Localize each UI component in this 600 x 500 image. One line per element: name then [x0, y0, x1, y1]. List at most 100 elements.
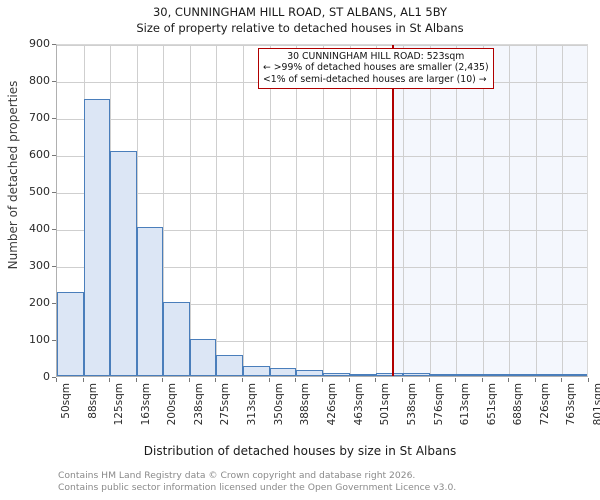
y-axis-tick-mark [52, 229, 56, 230]
x-axis-tick-label: 538sqm [405, 383, 418, 426]
x-axis-tick-label: 50sqm [60, 383, 72, 419]
histogram-bar [83, 98, 111, 376]
gridline-vertical [137, 45, 139, 376]
y-axis-title: Number of detached properties [6, 80, 20, 270]
y-axis-tick-label: 700 [29, 111, 50, 124]
histogram-bar [190, 339, 217, 376]
x-axis-tick-mark [401, 378, 403, 382]
y-axis-tick-mark [52, 377, 56, 378]
larger-properties-shaded-region [392, 45, 587, 376]
x-axis-tick-mark [136, 378, 138, 382]
x-axis-tick-mark [268, 378, 270, 382]
x-axis-tick-mark [295, 378, 297, 382]
histogram-bar [243, 366, 270, 376]
gridline-vertical [243, 45, 245, 376]
gridline-horizontal [57, 341, 587, 342]
x-axis-tick-mark [561, 378, 563, 382]
gridline-vertical [402, 45, 404, 376]
x-axis-title: Distribution of detached houses by size … [143, 444, 457, 458]
histogram-bar [57, 291, 84, 376]
gridline-vertical [216, 45, 218, 376]
x-axis-tick-label: 125sqm [113, 383, 126, 426]
y-axis-tick-mark [52, 44, 56, 45]
gridline-vertical [323, 45, 325, 376]
gridline-horizontal [57, 119, 587, 120]
x-axis-tick-mark [348, 378, 350, 382]
histogram-bar [535, 374, 563, 376]
histogram-bar [269, 367, 297, 376]
histogram-bar [376, 373, 403, 376]
histogram-bar [508, 374, 536, 376]
x-axis-tick-mark [242, 378, 244, 382]
gridline-vertical [482, 45, 484, 376]
gridline-vertical [376, 45, 378, 376]
annotation-line-2: ← >99% of detached houses are smaller (2… [263, 62, 489, 74]
y-axis-tick-label: 200 [29, 296, 50, 309]
gridline-vertical [508, 45, 510, 376]
footer-attribution: Contains HM Land Registry data © Crown c… [58, 470, 456, 493]
y-axis-tick-label: 500 [29, 185, 50, 198]
gridline-horizontal [57, 156, 587, 157]
footer-line-2: Contains public sector information licen… [58, 481, 457, 493]
x-axis-tick-mark [189, 378, 191, 382]
y-axis-tick-mark [52, 81, 56, 82]
y-axis-tick-label: 900 [29, 37, 50, 50]
x-axis-tick-mark [428, 378, 430, 382]
histogram-bar [216, 354, 244, 376]
y-axis-tick-label: 0 [43, 370, 50, 383]
x-axis-tick-mark [588, 378, 589, 382]
y-axis-tick-mark [52, 192, 56, 193]
gridline-vertical [190, 45, 192, 376]
x-axis-tick-mark [82, 378, 84, 382]
y-axis-tick-label: 600 [29, 148, 50, 161]
gridline-vertical [349, 45, 351, 376]
x-axis-tick-label: 501sqm [379, 383, 392, 426]
gridline-vertical [535, 45, 537, 376]
x-axis-tick-label: 200sqm [166, 383, 179, 426]
x-axis-tick-mark [534, 378, 536, 382]
page-title: 30, CUNNINGHAM HILL ROAD, ST ALBANS, AL1… [152, 5, 448, 19]
y-axis-tick-mark [52, 303, 56, 304]
x-axis-tick-label: 688sqm [511, 383, 524, 426]
gridline-horizontal [57, 45, 587, 46]
chart-title-block: 30, CUNNINGHAM HILL ROAD, ST ALBANS, AL1… [0, 4, 600, 36]
x-axis-tick-label: 275sqm [219, 383, 232, 426]
x-axis-tick-label: 238sqm [193, 383, 206, 426]
annotation-line-3: <1% of semi-detached houses are larger (… [263, 73, 487, 85]
x-axis-tick-mark [507, 378, 509, 382]
histogram-bar [429, 374, 456, 376]
x-axis-tick-label: 163sqm [140, 383, 153, 426]
gridline-vertical [269, 45, 271, 376]
y-axis-tick-mark [52, 155, 56, 156]
gridline-vertical [296, 45, 298, 376]
gridline-horizontal [57, 193, 587, 194]
chart-subtitle: Size of property relative to detached ho… [136, 21, 464, 35]
gridline-vertical [455, 45, 457, 376]
histogram-bar [163, 301, 191, 376]
gridline-horizontal [57, 304, 587, 305]
histogram-bar [137, 226, 164, 376]
x-axis-tick-label: 313sqm [246, 383, 259, 426]
x-axis-tick-label: 350sqm [272, 383, 285, 426]
x-axis-tick-label: 726sqm [538, 383, 551, 426]
histogram-bar [482, 374, 509, 376]
y-axis-tick-mark [52, 266, 56, 267]
x-axis-tick-mark [375, 378, 377, 382]
histogram-bar [562, 374, 587, 376]
x-axis-tick-label: 576sqm [432, 383, 445, 426]
annotation-line-1: 30 CUNNINGHAM HILL ROAD: 523sqm [287, 51, 465, 62]
x-axis-tick-label: 763sqm [565, 383, 578, 426]
y-axis-tick-label: 800 [29, 74, 50, 87]
gridline-vertical [562, 45, 564, 376]
histogram-bar [455, 374, 483, 376]
histogram-bar [110, 151, 138, 376]
x-axis-tick-label: 613sqm [458, 383, 471, 426]
x-axis-tick-label: 801sqm [592, 383, 600, 426]
x-axis-tick-mark [109, 378, 111, 382]
x-axis-tick-label: 388sqm [299, 383, 312, 426]
x-axis-tick-mark [56, 378, 57, 382]
x-axis-tick-mark [162, 378, 164, 382]
x-axis-tick-mark [454, 378, 456, 382]
x-axis-tick-label: 88sqm [86, 383, 99, 419]
